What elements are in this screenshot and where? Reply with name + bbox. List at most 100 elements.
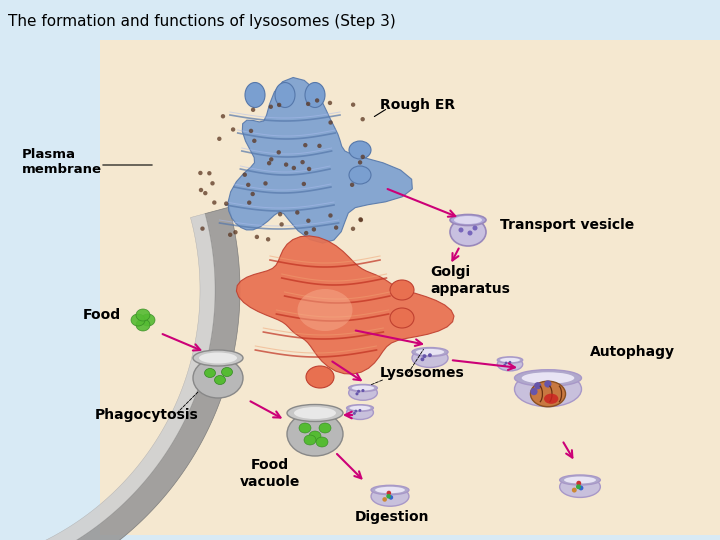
Circle shape	[269, 105, 273, 109]
Circle shape	[350, 183, 354, 187]
Ellipse shape	[319, 423, 331, 433]
Ellipse shape	[498, 357, 523, 371]
Circle shape	[423, 354, 426, 358]
Circle shape	[544, 380, 552, 388]
Circle shape	[278, 212, 282, 217]
Ellipse shape	[349, 406, 371, 410]
Circle shape	[228, 233, 233, 237]
Circle shape	[359, 409, 361, 412]
Circle shape	[276, 150, 281, 154]
Circle shape	[351, 227, 355, 231]
Circle shape	[210, 181, 215, 186]
Circle shape	[428, 353, 432, 357]
Circle shape	[328, 213, 333, 218]
Circle shape	[279, 222, 284, 227]
Ellipse shape	[199, 353, 237, 363]
Circle shape	[249, 129, 253, 133]
Circle shape	[302, 182, 306, 186]
Ellipse shape	[215, 375, 225, 384]
Ellipse shape	[193, 358, 243, 398]
Circle shape	[357, 390, 360, 393]
Circle shape	[531, 388, 538, 395]
Circle shape	[284, 163, 288, 167]
Ellipse shape	[294, 407, 336, 419]
Circle shape	[328, 120, 333, 125]
Circle shape	[277, 103, 282, 107]
Ellipse shape	[346, 406, 374, 420]
Text: Plasma
membrane: Plasma membrane	[22, 148, 102, 176]
Text: Digestion: Digestion	[355, 510, 430, 524]
Text: Lysosomes: Lysosomes	[380, 366, 464, 380]
Circle shape	[459, 227, 464, 233]
Ellipse shape	[450, 214, 486, 226]
Circle shape	[255, 235, 259, 239]
Ellipse shape	[287, 404, 343, 422]
Circle shape	[246, 183, 251, 187]
Ellipse shape	[245, 83, 265, 107]
Circle shape	[251, 192, 255, 196]
Text: Food: Food	[83, 308, 121, 322]
Circle shape	[295, 210, 300, 215]
Text: Autophagy: Autophagy	[590, 345, 675, 359]
Circle shape	[233, 230, 238, 234]
Circle shape	[315, 98, 319, 103]
Polygon shape	[0, 207, 240, 540]
Circle shape	[534, 382, 541, 389]
Ellipse shape	[309, 431, 321, 441]
Circle shape	[304, 231, 308, 235]
Text: The formation and functions of lysosomes (Step 3): The formation and functions of lysosomes…	[8, 14, 396, 29]
Circle shape	[328, 101, 332, 105]
Circle shape	[386, 494, 391, 498]
Ellipse shape	[515, 370, 582, 386]
Ellipse shape	[305, 83, 325, 107]
Polygon shape	[0, 214, 215, 540]
Circle shape	[247, 200, 251, 205]
Circle shape	[306, 219, 310, 223]
Bar	[100, 40, 720, 535]
Circle shape	[361, 389, 364, 392]
Ellipse shape	[349, 141, 371, 159]
Ellipse shape	[564, 476, 596, 483]
Ellipse shape	[131, 314, 145, 326]
Ellipse shape	[412, 348, 448, 356]
Ellipse shape	[515, 372, 582, 407]
Ellipse shape	[498, 357, 523, 363]
Circle shape	[356, 392, 359, 395]
Circle shape	[359, 217, 363, 221]
Polygon shape	[228, 78, 413, 243]
Circle shape	[251, 107, 256, 112]
Ellipse shape	[352, 386, 374, 390]
Ellipse shape	[454, 216, 482, 224]
Circle shape	[505, 362, 508, 364]
Ellipse shape	[136, 319, 150, 331]
Ellipse shape	[306, 366, 334, 388]
Ellipse shape	[349, 166, 371, 184]
Ellipse shape	[522, 372, 575, 384]
Circle shape	[318, 144, 322, 148]
Ellipse shape	[348, 384, 377, 391]
Circle shape	[578, 485, 583, 490]
Ellipse shape	[275, 83, 295, 107]
Ellipse shape	[136, 309, 150, 321]
Ellipse shape	[371, 485, 409, 495]
Circle shape	[353, 412, 356, 415]
Circle shape	[354, 410, 357, 413]
Circle shape	[231, 127, 235, 132]
Ellipse shape	[297, 289, 353, 331]
Circle shape	[306, 102, 310, 106]
Circle shape	[361, 117, 365, 122]
Circle shape	[199, 188, 203, 192]
Ellipse shape	[304, 435, 316, 445]
Ellipse shape	[316, 437, 328, 447]
Ellipse shape	[222, 368, 233, 376]
Text: Phagocytosis: Phagocytosis	[95, 408, 199, 422]
Ellipse shape	[450, 218, 486, 246]
Circle shape	[292, 166, 296, 170]
Circle shape	[389, 495, 393, 500]
Circle shape	[508, 361, 511, 363]
Ellipse shape	[346, 404, 374, 411]
Text: Transport vesicle: Transport vesicle	[500, 218, 634, 232]
Ellipse shape	[204, 368, 215, 377]
Ellipse shape	[299, 423, 311, 433]
Circle shape	[307, 167, 311, 171]
